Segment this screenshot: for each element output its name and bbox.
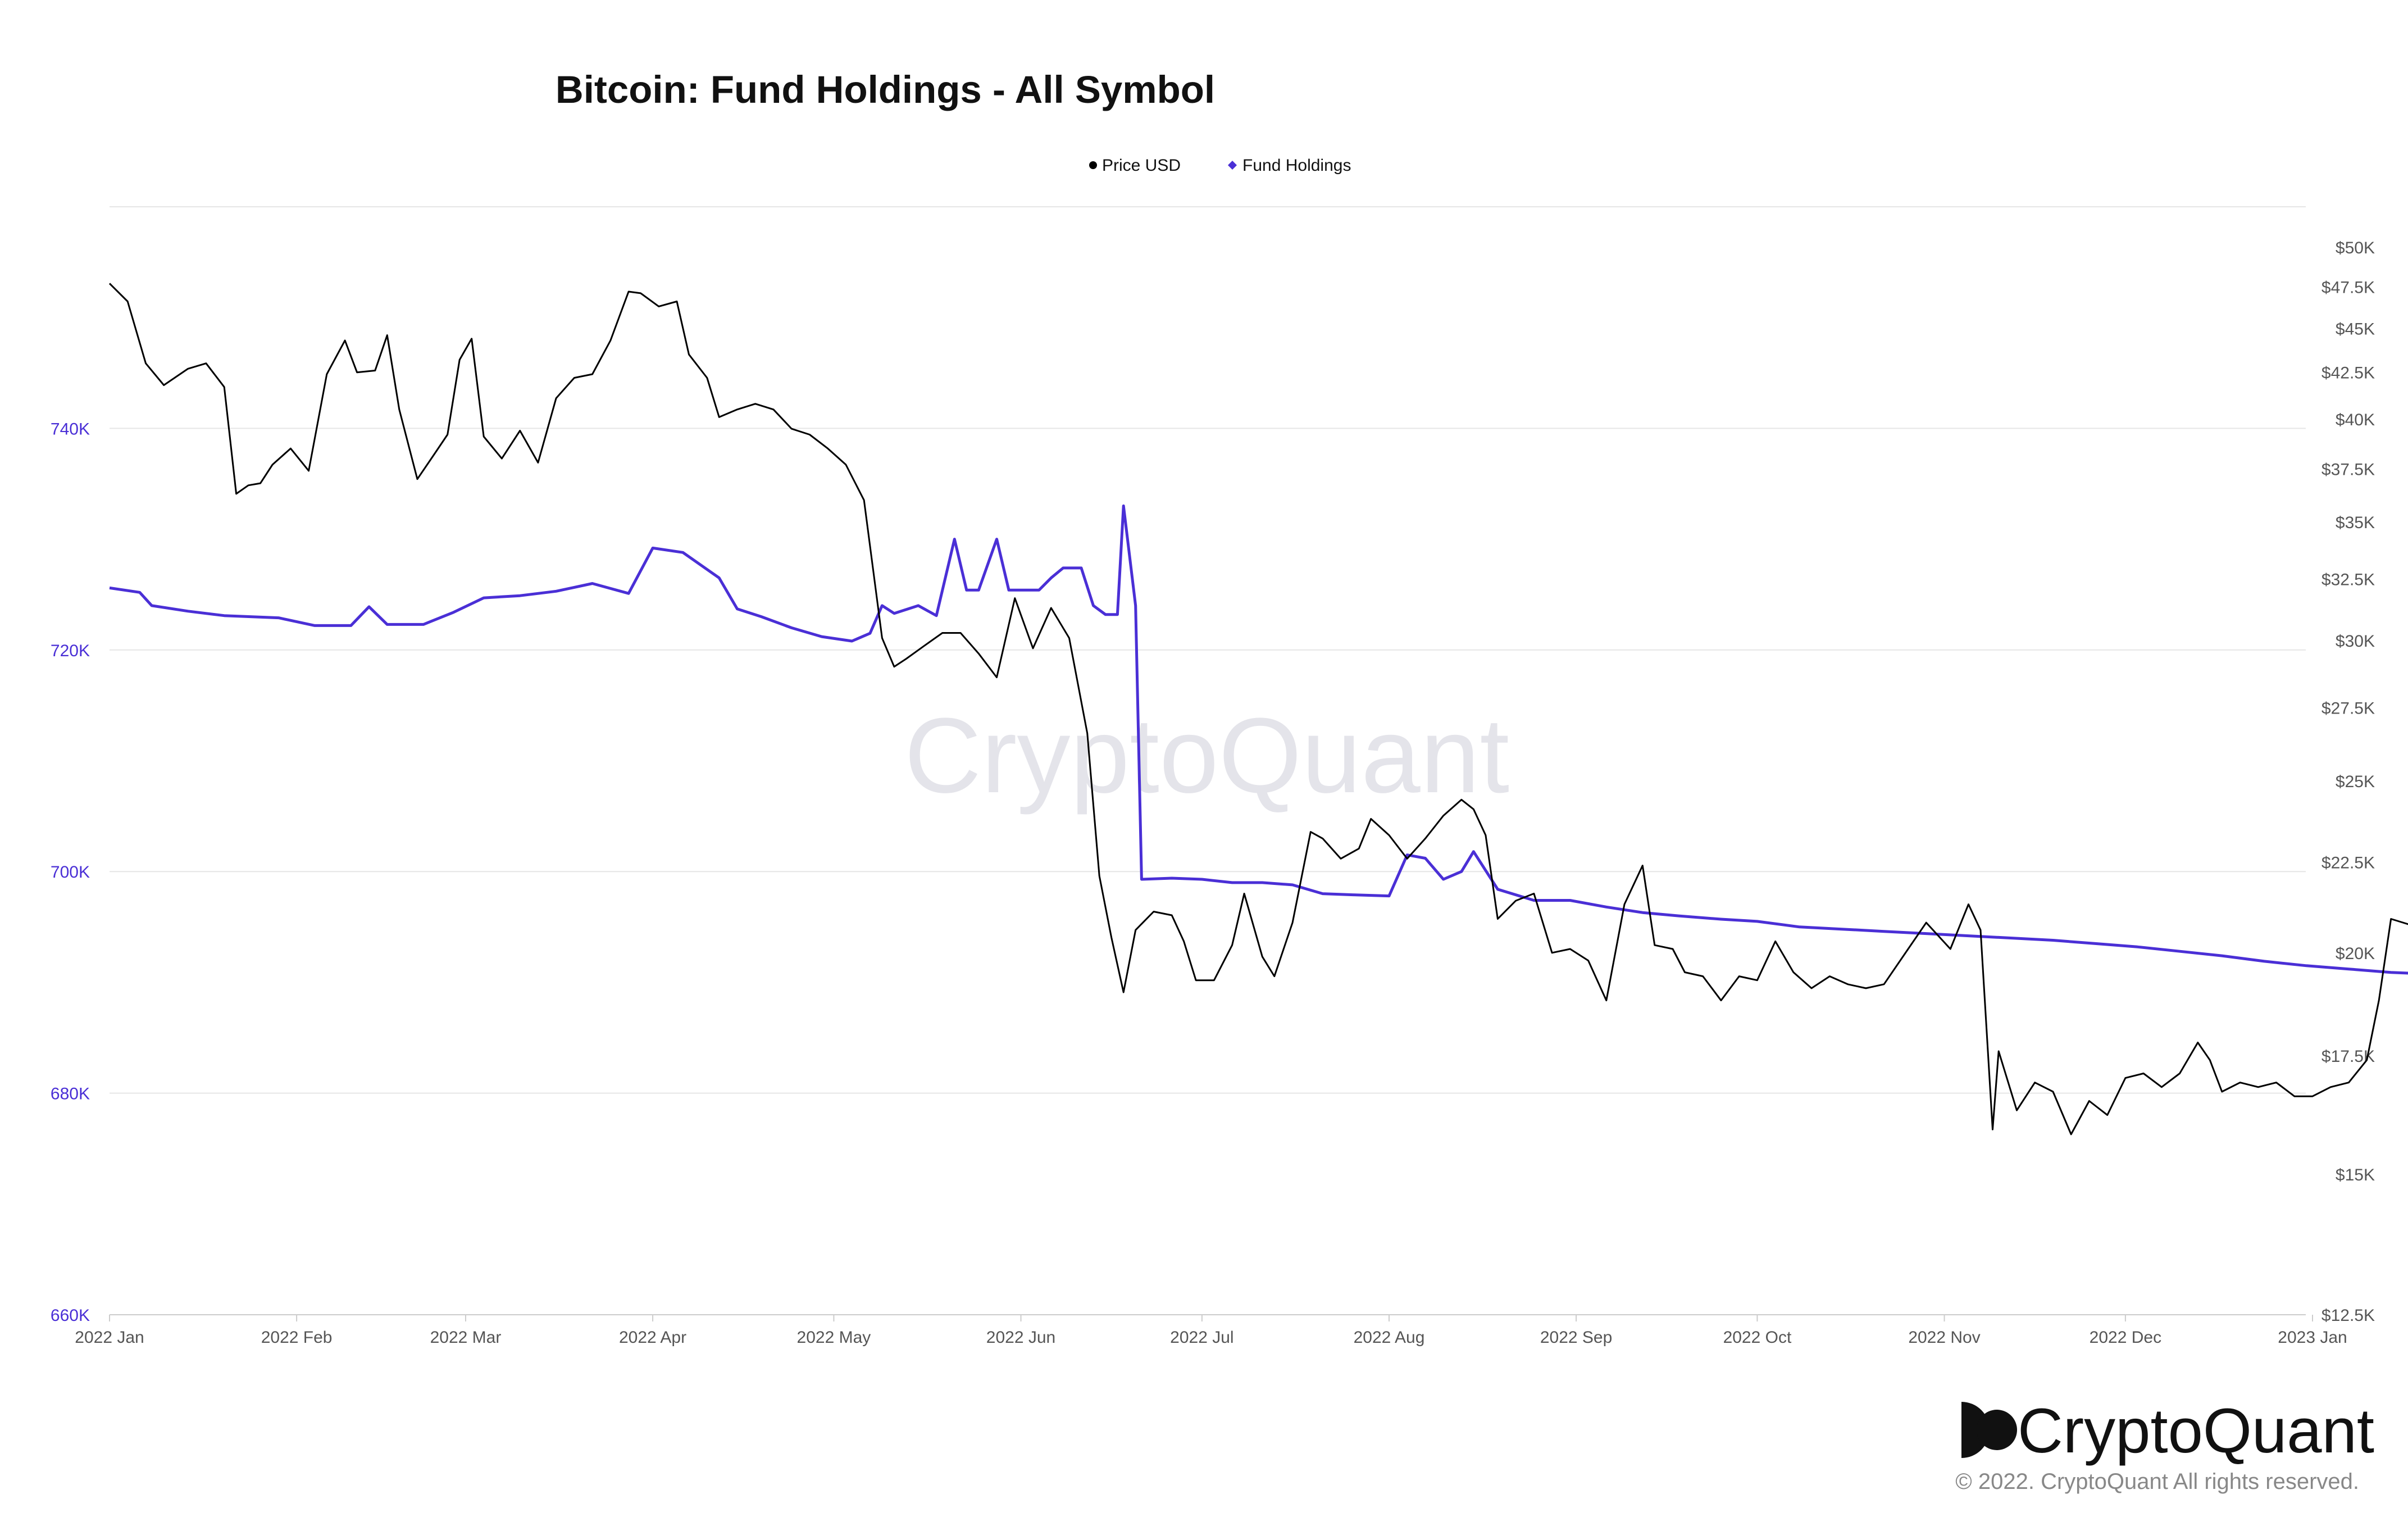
x-tick-label: 2022 May: [797, 1328, 871, 1347]
x-tick-label: 2022 Sep: [1540, 1328, 1612, 1347]
x-tick-label: 2022 Nov: [1908, 1328, 1980, 1347]
right-axis: $50K $47.5K $45K $42.5K $40K $37.5K $35K $32.5K…: [2321, 239, 2375, 1325]
chart-title: Bitcoin: Fund Holdings - All Symbol: [556, 68, 1215, 111]
y-right-tick-label: $25K: [2336, 773, 2375, 791]
y-right-tick-label: $20K: [2336, 944, 2375, 963]
x-tick-label: 2022 Feb: [261, 1328, 333, 1347]
x-tick-label: 2022 Oct: [1723, 1328, 1792, 1347]
y-left-tick-label: 700K: [51, 863, 90, 882]
x-tick-label: 2022 Jul: [1170, 1328, 1233, 1347]
x-tick-label: 2022 Apr: [619, 1328, 686, 1347]
gridlines: [110, 428, 2306, 1315]
y-left-tick-label: 660K: [51, 1306, 90, 1325]
legend-holdings-label: Fund Holdings: [1242, 156, 1351, 175]
y-right-tick-label: $40K: [2336, 411, 2375, 429]
y-right-tick-label: $17.5K: [2321, 1047, 2375, 1066]
brand-name: CryptoQuant: [2018, 1396, 2374, 1466]
left-axis: 740K 720K 700K 680K 660K: [51, 420, 90, 1325]
brand-logo: CryptoQuant: [1961, 1396, 2374, 1466]
y-right-tick-label: $30K: [2336, 632, 2375, 651]
y-right-tick-label: $50K: [2336, 239, 2375, 257]
y-right-tick-label: $47.5K: [2321, 278, 2375, 297]
y-right-tick-label: $45K: [2336, 320, 2375, 338]
x-tick-label: 2022 Jun: [986, 1328, 1055, 1347]
watermark: CryptoQuant: [904, 696, 1509, 815]
y-right-tick-label: $32.5K: [2321, 570, 2375, 589]
x-tick-label: 2022 Mar: [430, 1328, 502, 1347]
x-tick-label: 2022 Dec: [2090, 1328, 2161, 1347]
y-right-tick-label: $35K: [2336, 514, 2375, 532]
y-right-tick-label: $12.5K: [2321, 1306, 2375, 1325]
copyright: © 2022. CryptoQuant All rights reserved.: [1955, 1469, 2359, 1494]
x-tick-label: 2022 Aug: [1354, 1328, 1425, 1347]
y-left-tick-label: 740K: [51, 420, 90, 438]
series-line-price-usd: [108, 283, 2408, 1136]
y-right-tick-label: $27.5K: [2321, 699, 2375, 717]
series-line-fund-holdings: [109, 504, 2408, 975]
y-right-tick-label: $37.5K: [2321, 460, 2375, 479]
legend: Price USD Fund Holdings: [1089, 156, 1351, 175]
x-tick-label: 2023 Jan: [2278, 1328, 2347, 1347]
legend-price-label: Price USD: [1102, 156, 1181, 175]
y-right-tick-label: $15K: [2336, 1166, 2375, 1184]
y-left-tick-label: 720K: [51, 642, 90, 660]
y-right-tick-label: $22.5K: [2321, 853, 2375, 872]
legend-holdings-marker: [1228, 161, 1237, 170]
x-tick-label: 2022 Jan: [75, 1328, 144, 1347]
legend-price-marker: [1089, 161, 1097, 169]
x-axis: 2022 Jan 2022 Feb 2022 Mar 2022 Apr 2022 May…: [75, 1315, 2347, 1347]
cryptoquant-logo-dot-icon: [1977, 1410, 2017, 1450]
y-right-tick-label: $42.5K: [2321, 364, 2375, 383]
y-left-tick-label: 680K: [51, 1085, 90, 1103]
